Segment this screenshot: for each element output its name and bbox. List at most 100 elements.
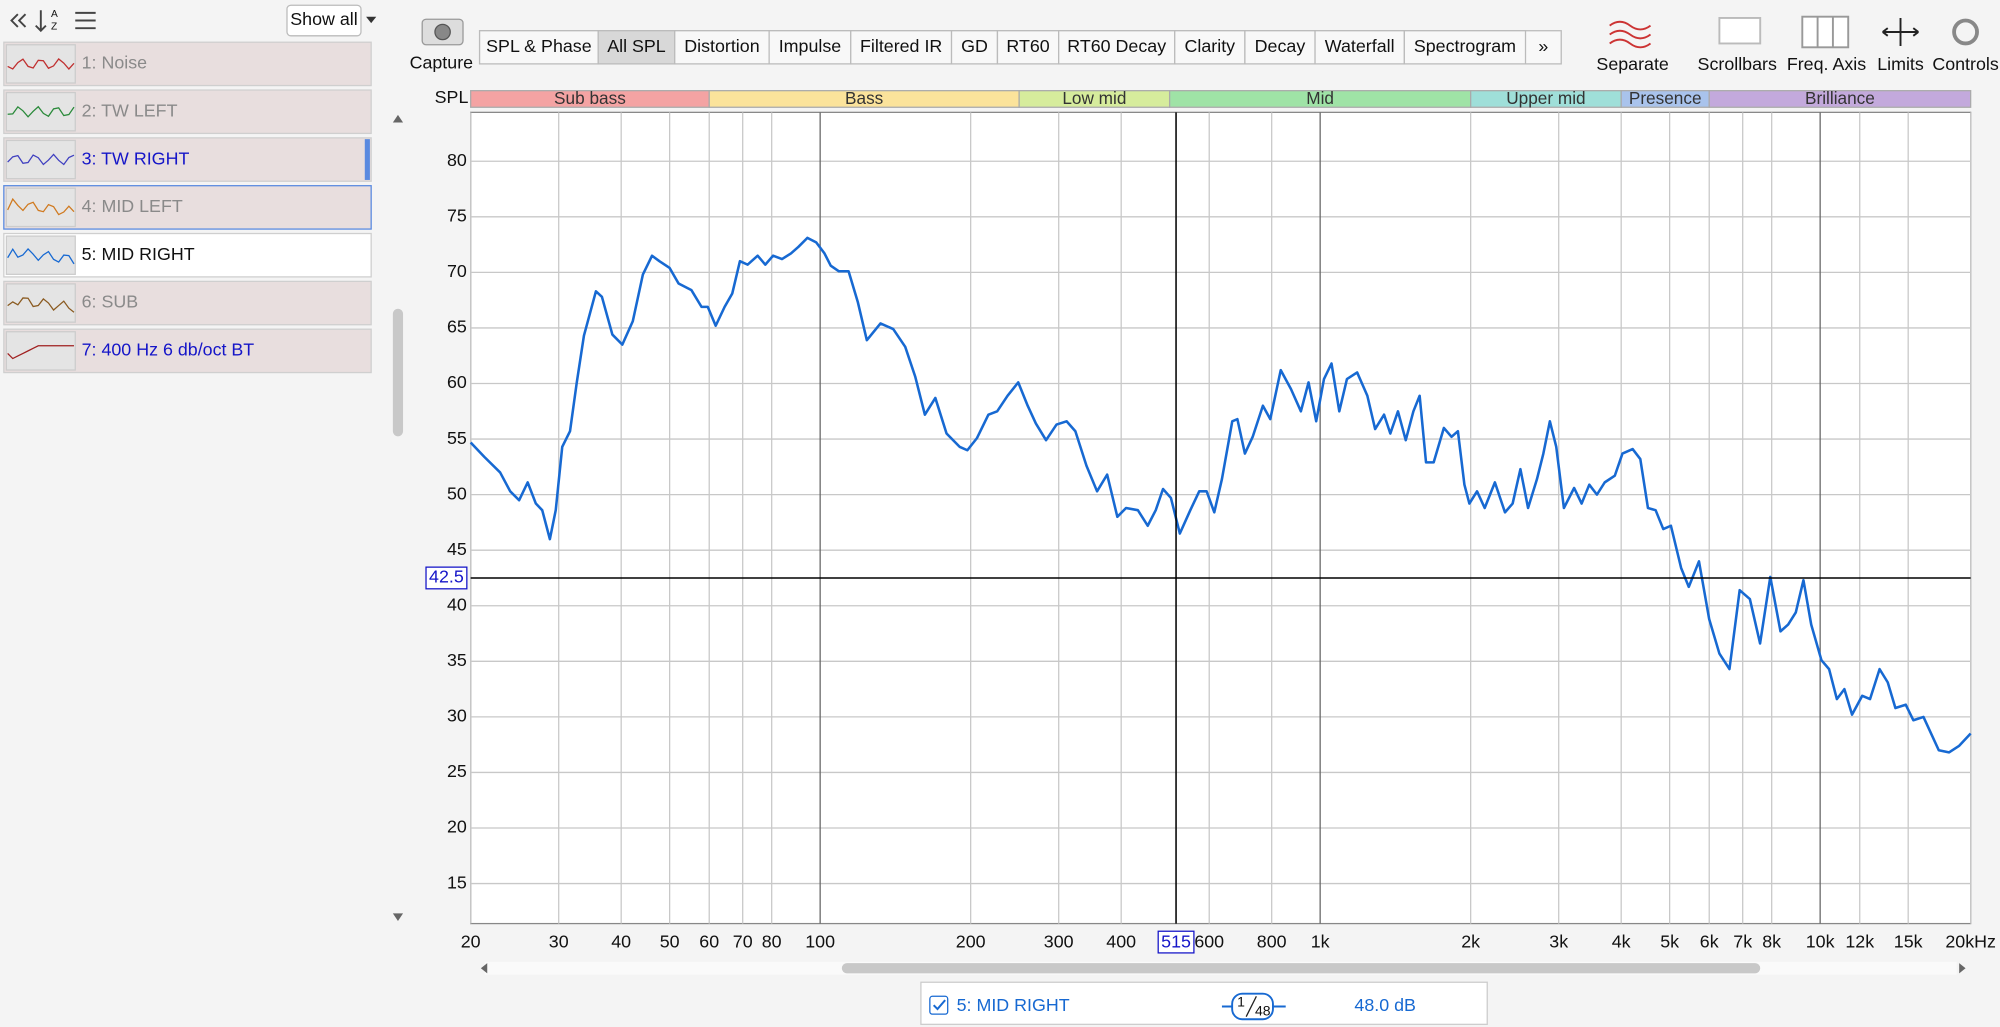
band-label: Mid bbox=[1306, 88, 1334, 108]
tab[interactable] bbox=[1058, 30, 1176, 65]
tab[interactable] bbox=[674, 30, 770, 65]
y-tick-label: 65 bbox=[447, 317, 467, 337]
tab-label: Distortion bbox=[684, 36, 759, 56]
trace-label[interactable]: 4: MID LEFT bbox=[82, 196, 183, 216]
collapse-icon[interactable] bbox=[10, 13, 27, 28]
tool-label[interactable]: Separate bbox=[1596, 54, 1668, 74]
sort-az: A bbox=[51, 9, 58, 20]
menu-icon[interactable] bbox=[75, 11, 96, 30]
trace-thumbnail bbox=[5, 91, 76, 132]
sidebar-toolbar bbox=[10, 10, 96, 33]
x-tick-label: 10k bbox=[1806, 931, 1835, 951]
cursor-x-label: 515 bbox=[1161, 931, 1191, 951]
x-tick-label: 100 bbox=[805, 931, 835, 951]
band-label: Low mid bbox=[1062, 88, 1126, 108]
y-tick-label: 80 bbox=[447, 150, 467, 170]
tab-label: RT60 bbox=[1006, 36, 1049, 56]
x-tick-label: 2k bbox=[1461, 931, 1480, 951]
tab[interactable] bbox=[478, 30, 599, 65]
trace-label[interactable]: 5: MID RIGHT bbox=[82, 244, 195, 264]
x-tick-label: 4k bbox=[1612, 931, 1631, 951]
tool-label[interactable]: Controls bbox=[1932, 54, 1999, 74]
trace-label[interactable]: 1: Noise bbox=[82, 53, 148, 73]
y-tick-label: 30 bbox=[447, 706, 467, 726]
tab-label: Decay bbox=[1255, 36, 1306, 56]
tab-label: Impulse bbox=[779, 36, 842, 56]
trace-label[interactable]: 7: 400 Hz 6 db/oct BT bbox=[82, 340, 255, 360]
footer-trace-name: 5: MID RIGHT bbox=[957, 995, 1070, 1015]
scrollbars-icon[interactable] bbox=[1718, 17, 1762, 45]
band-label: Sub bass bbox=[554, 88, 626, 108]
separate-icon[interactable] bbox=[1609, 20, 1652, 49]
tab-label: SPL & Phase bbox=[486, 36, 592, 56]
band-label: Bass bbox=[845, 88, 883, 108]
x-tick-label: 80 bbox=[762, 931, 782, 951]
sort-icon[interactable] bbox=[35, 10, 47, 33]
footer-panel bbox=[920, 981, 1488, 1025]
limits-icon[interactable] bbox=[1882, 17, 1919, 47]
smoothing-numerator: 1 bbox=[1237, 993, 1245, 1009]
y-tick-label: 60 bbox=[447, 372, 467, 392]
band-label: Brilliance bbox=[1805, 88, 1875, 108]
capture-icon[interactable] bbox=[421, 18, 464, 46]
sidebar-scroll-thumb[interactable] bbox=[392, 308, 404, 437]
x-tick-label: 15k bbox=[1894, 931, 1923, 951]
x-tick-label: 5k bbox=[1660, 931, 1679, 951]
trace-label[interactable]: 2: TW LEFT bbox=[82, 100, 178, 120]
tab[interactable] bbox=[996, 30, 1060, 65]
smoothing-box[interactable] bbox=[1231, 992, 1274, 1021]
tool-label[interactable]: Limits bbox=[1877, 54, 1924, 74]
trace-checkbox[interactable] bbox=[929, 995, 949, 1015]
band-label: Upper mid bbox=[1506, 88, 1585, 108]
thumbnail-trace bbox=[7, 345, 74, 360]
x-tick-label: 70 bbox=[733, 931, 753, 951]
selected-marker bbox=[364, 139, 370, 180]
y-tick-label: 70 bbox=[447, 261, 467, 281]
tab[interactable] bbox=[1244, 30, 1316, 65]
spl-trace bbox=[469, 236, 1972, 754]
trace-label[interactable]: 3: TW RIGHT bbox=[82, 148, 190, 168]
trace-label[interactable]: 6: SUB bbox=[82, 292, 139, 312]
y-tick-label: 75 bbox=[447, 206, 467, 226]
controls-icon[interactable] bbox=[1952, 18, 1979, 46]
x-tick-label: 200 bbox=[956, 931, 986, 951]
x-tick-label: 40 bbox=[611, 931, 631, 951]
x-tick-label: 30 bbox=[549, 931, 569, 951]
cursor-y-box bbox=[425, 566, 468, 590]
y-tick-label: 50 bbox=[447, 483, 467, 503]
y-tick-label: 35 bbox=[447, 650, 467, 670]
y-tick-label: 55 bbox=[447, 428, 467, 448]
tab-label: All SPL bbox=[607, 36, 666, 56]
tool-label[interactable]: Scrollbars bbox=[1698, 54, 1777, 74]
y-tick-label: 40 bbox=[447, 594, 467, 614]
trace-thumbnail bbox=[5, 139, 76, 180]
x-tick-label: 7k bbox=[1733, 931, 1752, 951]
tab-label: Filtered IR bbox=[860, 36, 942, 56]
check-mark bbox=[932, 999, 946, 1011]
dropdown-arrow[interactable] bbox=[366, 16, 377, 24]
show-all-button[interactable] bbox=[286, 4, 362, 37]
tab[interactable] bbox=[1403, 30, 1527, 65]
thumbnail-trace bbox=[7, 58, 75, 70]
tab-label: RT60 Decay bbox=[1067, 36, 1166, 56]
x-tick-label: 1k bbox=[1311, 931, 1330, 951]
tab[interactable] bbox=[1174, 30, 1246, 65]
smoothing-denominator: 48 bbox=[1255, 1002, 1271, 1018]
trace-thumbnail bbox=[5, 283, 76, 323]
tool-label[interactable]: Freq. Axis bbox=[1787, 54, 1866, 74]
y-axis-label: SPL bbox=[435, 87, 469, 107]
h-scroll-thumb[interactable] bbox=[841, 963, 1761, 974]
thumbnail-trace bbox=[7, 297, 75, 313]
tab-label: Waterfall bbox=[1325, 36, 1395, 56]
x-tick-label: 600 bbox=[1194, 931, 1224, 951]
more-tabs[interactable]: » bbox=[1538, 36, 1548, 56]
y-tick-label: 45 bbox=[447, 539, 467, 559]
freq-axis-icon[interactable] bbox=[1801, 15, 1850, 49]
level-value: 48.0 dB bbox=[1354, 995, 1416, 1015]
tab-label: Clarity bbox=[1185, 36, 1236, 56]
tab[interactable] bbox=[768, 30, 852, 65]
plot-area bbox=[470, 111, 1972, 925]
thumbnail-trace bbox=[7, 247, 75, 265]
capture-label: Capture bbox=[410, 53, 474, 73]
